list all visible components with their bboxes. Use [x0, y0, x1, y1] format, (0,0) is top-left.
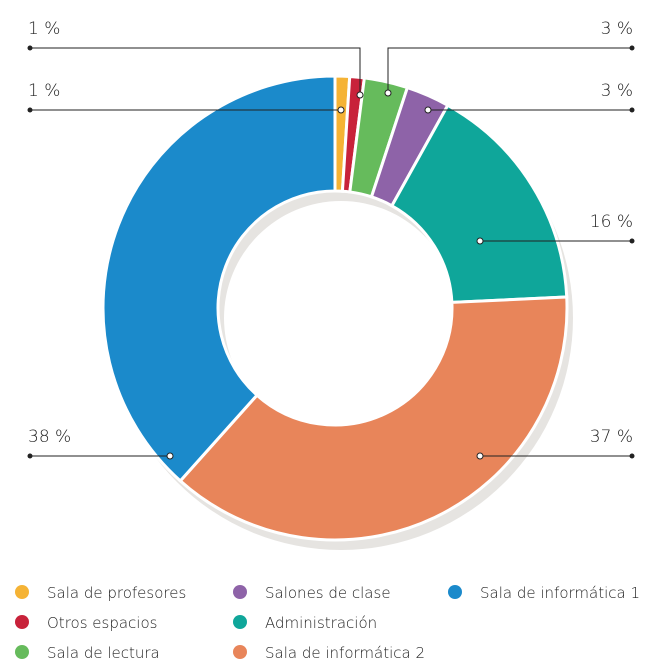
- leader-anchor: [337, 106, 345, 114]
- leader-line: [30, 47, 361, 95]
- leader-end: [27, 45, 33, 51]
- slice: [389, 103, 569, 305]
- value-label: 3 %: [601, 81, 633, 101]
- leader-anchor: [476, 452, 484, 460]
- value-label: 1 %: [28, 19, 60, 39]
- leader-anchor: [356, 91, 364, 99]
- leader-end: [629, 238, 635, 244]
- shadow-hole: [224, 201, 458, 435]
- leader-anchor: [166, 452, 174, 460]
- value-label: 1 %: [28, 81, 60, 101]
- legend-swatch: [15, 615, 29, 629]
- legend-label: Otros espacios: [47, 614, 157, 632]
- slice: [178, 295, 569, 542]
- leader-line: [387, 47, 632, 93]
- legend-swatch: [448, 585, 462, 599]
- value-label: 37 %: [590, 427, 633, 447]
- legend-label: Sala de lectura: [47, 644, 160, 662]
- legend-label: Administración: [265, 614, 377, 632]
- value-label: 16 %: [590, 212, 633, 232]
- leader-end: [629, 45, 635, 51]
- value-label: 38 %: [28, 427, 71, 447]
- legend-swatch: [15, 645, 29, 659]
- legend-label: Sala de informática 1: [480, 584, 640, 602]
- legend-label: Sala de informática 2: [265, 644, 425, 662]
- legend-swatch: [15, 585, 29, 599]
- legend-label: Sala de profesores: [47, 584, 186, 602]
- leader-anchor: [384, 89, 392, 97]
- leader-end: [27, 107, 33, 113]
- legend-swatch: [233, 615, 247, 629]
- leader-end: [629, 453, 635, 459]
- leader-anchor: [476, 237, 484, 245]
- value-label: 3 %: [601, 19, 633, 39]
- legend-label: Salones de clase: [265, 584, 391, 602]
- leader-anchor: [424, 106, 432, 114]
- leader-end: [629, 107, 635, 113]
- legend-swatch: [233, 585, 247, 599]
- legend-swatch: [233, 645, 247, 659]
- slice: [101, 74, 337, 484]
- leader-end: [27, 453, 33, 459]
